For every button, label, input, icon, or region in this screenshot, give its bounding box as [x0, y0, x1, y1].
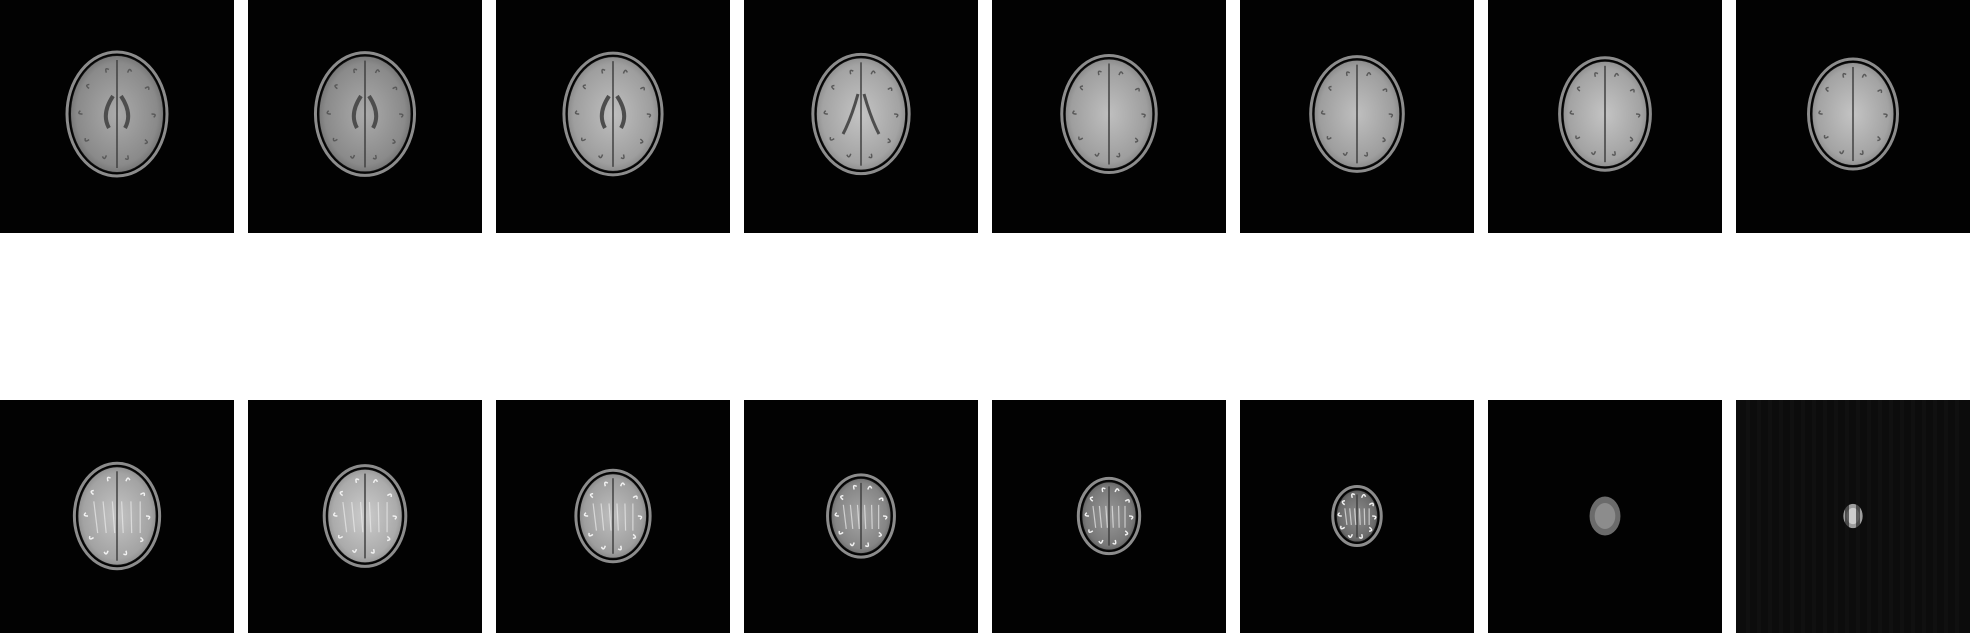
mri-slice-15 [1488, 400, 1722, 633]
mri-slice-7 [1488, 0, 1722, 233]
mri-slice-6 [1240, 0, 1474, 233]
top-row [0, 0, 1970, 233]
mri-slice-3 [496, 0, 730, 233]
mri-slice-2 [248, 0, 482, 233]
mri-slice-12 [744, 400, 978, 633]
bottom-row [0, 400, 1970, 633]
mri-slice-16 [1736, 400, 1970, 633]
mri-slice-1 [0, 0, 234, 233]
mri-slice-8 [1736, 0, 1970, 233]
mri-slice-11 [496, 400, 730, 633]
mri-slice-14 [1240, 400, 1474, 633]
mri-slice-9 [0, 400, 234, 633]
mri-slice-4 [744, 0, 978, 233]
mri-slice-5 [992, 0, 1226, 233]
mri-slice-10 [248, 400, 482, 633]
mri-slice-13 [992, 400, 1226, 633]
